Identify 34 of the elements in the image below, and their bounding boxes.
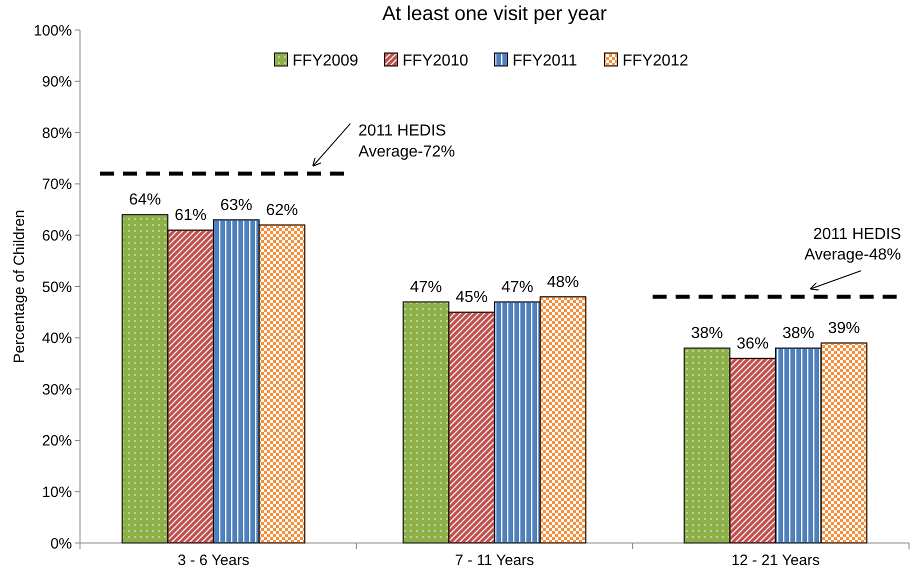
- text: 47%: [410, 278, 442, 296]
- text: 47%: [501, 278, 534, 296]
- text: 38%: [782, 325, 814, 342]
- x-tick-label: 3 - 6 Years: [178, 552, 250, 569]
- text: 61%: [174, 207, 207, 224]
- text: 48%: [546, 274, 580, 291]
- ref-line-label: 2011 HEDIS Average-72%: [358, 122, 455, 160]
- chart-title: At least one visit per year: [382, 3, 608, 25]
- legend-label: FFY2011: [512, 52, 578, 70]
- text: 36%: [736, 335, 769, 352]
- x-tick-label: 12 - 21 Years: [731, 552, 820, 569]
- text: 64%: [128, 192, 161, 209]
- y-tick-label: 60%: [42, 227, 72, 244]
- y-axis-title: Percentage of Children: [11, 210, 28, 364]
- legend-label: FFY2009: [292, 52, 358, 70]
- y-tick-label: 20%: [42, 432, 72, 450]
- ref-line-label: 2011 HEDIS Average-48%: [804, 226, 901, 264]
- text: 38%: [691, 325, 724, 342]
- text: 45%: [456, 289, 488, 306]
- y-tick-label: 10%: [42, 484, 72, 501]
- text: 62%: [266, 202, 298, 219]
- y-tick-label: 100%: [34, 22, 72, 40]
- y-tick-label: 0%: [50, 535, 72, 552]
- legend-label: FFY2010: [402, 52, 468, 70]
- text: 63%: [220, 196, 252, 214]
- legend-label: FFY2012: [622, 52, 688, 70]
- x-tick-label: 7 - 11 Years: [455, 552, 534, 569]
- y-tick-label: 90%: [42, 74, 72, 91]
- text: 39%: [828, 320, 860, 337]
- y-tick-label: 70%: [42, 176, 72, 194]
- y-tick-label: 50%: [42, 278, 72, 296]
- y-tick-label: 40%: [42, 330, 72, 348]
- y-tick-label: 80%: [42, 124, 72, 142]
- y-tick-label: 30%: [42, 381, 72, 398]
